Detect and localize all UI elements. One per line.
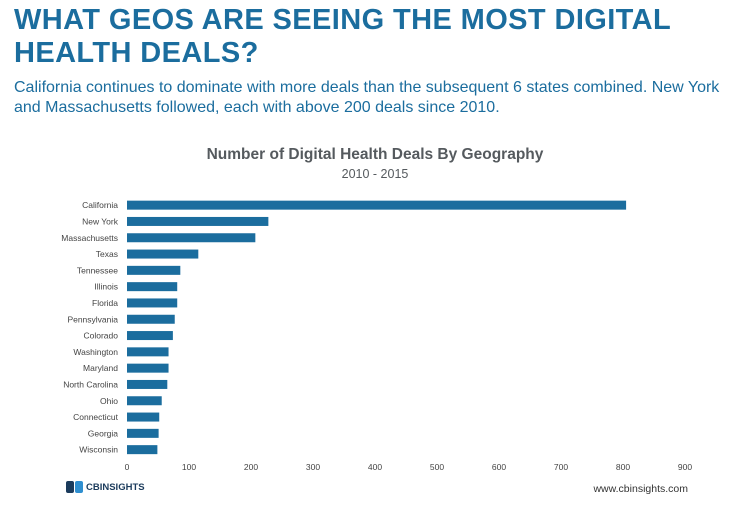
category-label: North Carolina — [63, 379, 118, 389]
category-label: Maryland — [83, 363, 118, 373]
category-label: Tennessee — [77, 265, 118, 275]
bar — [127, 347, 169, 357]
bar — [127, 249, 199, 259]
bar — [127, 396, 162, 406]
x-tick-label: 100 — [182, 462, 196, 472]
category-label: Massachusetts — [61, 233, 118, 243]
x-tick-label: 400 — [368, 462, 382, 472]
bar — [127, 298, 178, 308]
category-label: Florida — [92, 298, 118, 308]
cb-logo-icon — [66, 481, 84, 493]
bar — [127, 314, 175, 324]
bar — [127, 412, 160, 422]
cb-insights-logo: CBINSIGHTS — [66, 481, 145, 493]
category-label: Texas — [96, 249, 118, 259]
x-tick-label: 900 — [678, 462, 692, 472]
x-tick-label: 700 — [554, 462, 568, 472]
category-label: Georgia — [88, 428, 119, 438]
x-tick-label: 600 — [492, 462, 506, 472]
chart-subtitle: 2010 - 2015 — [341, 167, 409, 181]
category-label: Connecticut — [73, 412, 119, 422]
cb-logo-text: CBINSIGHTS — [86, 481, 145, 493]
bar — [127, 363, 169, 373]
bar — [127, 200, 627, 210]
category-label: Washington — [73, 347, 118, 357]
x-tick-label: 500 — [430, 462, 444, 472]
category-label: Illinois — [94, 282, 118, 292]
bar — [127, 445, 158, 455]
bar — [127, 216, 269, 226]
bar — [127, 428, 159, 438]
bar — [127, 379, 168, 389]
x-tick-label: 0 — [125, 462, 130, 472]
category-label: Colorado — [84, 331, 119, 341]
category-label: California — [82, 200, 118, 210]
x-tick-label: 300 — [306, 462, 320, 472]
chart-title: Number of Digital Health Deals By Geogra… — [206, 146, 544, 163]
bar — [127, 282, 178, 292]
bar — [127, 331, 173, 341]
x-tick-label: 200 — [244, 462, 258, 472]
headline: WHAT GEOS ARE SEEING THE MOST DIGITAL HE… — [14, 4, 671, 69]
bar — [127, 265, 181, 275]
bar — [127, 233, 256, 243]
x-tick-label: 800 — [616, 462, 630, 472]
subheadline: California continues to dominate with mo… — [14, 79, 720, 116]
footer-url: www.cbinsights.com — [593, 483, 688, 495]
category-label: Ohio — [100, 396, 118, 406]
category-label: New York — [82, 216, 119, 226]
category-label: Wisconsin — [79, 445, 118, 455]
category-label: Pennsylvania — [67, 314, 118, 324]
